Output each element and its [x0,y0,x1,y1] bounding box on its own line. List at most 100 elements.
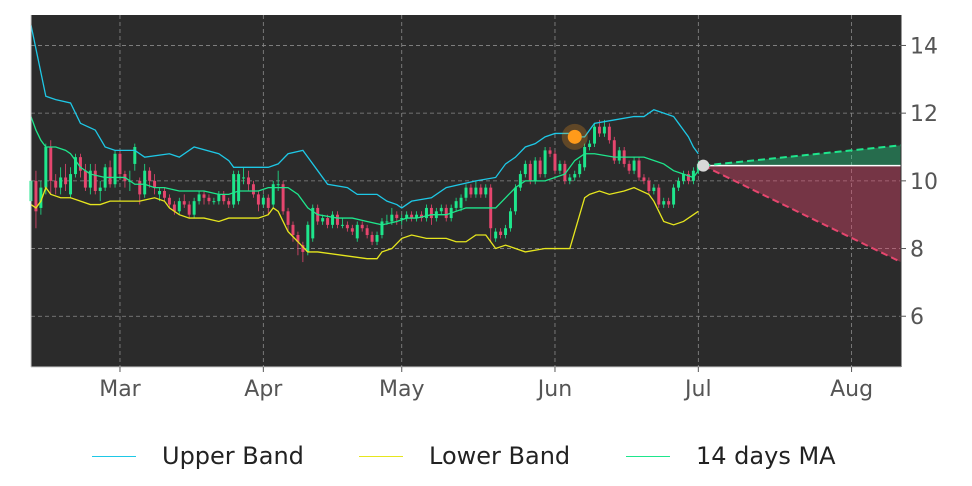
x-tick-label-apr: Apr [244,377,283,402]
candle-body-35 [202,194,206,198]
candle-body-8 [69,174,73,195]
y-tick-label-6: 6 [910,305,924,330]
legend-item-ma: 14 days MA [626,436,836,476]
candle-body-13 [93,170,97,191]
legend-label-ma: 14 days MA [696,442,836,470]
candle-body-41 [232,174,236,205]
candle-body-76 [405,214,409,219]
candle-body-119 [617,150,621,161]
candle-body-11 [83,170,87,188]
projection-down-line [702,164,902,263]
candle-body-84 [444,207,448,219]
candle-body-42 [237,174,241,202]
candle-body-129 [667,201,671,205]
candle-body-38 [217,194,221,202]
legend-item-upper-band: Upper Band [92,436,304,476]
candle-body-103 [538,160,542,175]
candle-body-55 [301,245,305,252]
candle-body-45 [251,184,255,195]
candle-body-101 [528,163,532,181]
candle-body-91 [479,187,483,195]
candle-body-44 [247,177,250,185]
candle-body-131 [677,180,681,188]
candle-body-4 [49,147,53,181]
candle-body-7 [64,177,68,185]
candle-body-31 [182,201,186,205]
y-tick-label-8: 8 [910,238,924,263]
candlesticks [29,119,700,263]
legend-label-lower-band: Lower Band [429,442,571,470]
candle-body-118 [612,140,616,161]
projection-area [702,144,902,263]
candle-body-56 [306,224,310,252]
candle-body-36 [207,197,211,202]
candle-body-14 [98,187,102,191]
candle-body-128 [662,201,666,205]
candle-body-94 [494,231,498,239]
candle-body-18 [118,153,122,175]
candle-body-134 [691,170,695,181]
x-tick-label-aug: Aug [830,377,873,402]
candle-body-73 [390,214,394,222]
x-tick-label-mar: Mar [99,377,141,402]
candle-body-23 [143,170,147,195]
candle-body-122 [632,160,636,171]
x-axis-ticks: Mar Apr May Jun Jul Aug [99,367,873,402]
candle-body-80 [424,207,428,219]
candle-body-108 [563,163,567,181]
x-tick-label-jul: Jul [683,377,712,402]
candle-body-30 [177,201,181,212]
candle-body-110 [573,174,577,178]
candle-body-71 [380,221,384,235]
candle-body-62 [335,214,339,225]
candle-body-75 [400,218,404,220]
legend-item-lower-band: Lower Band [359,436,570,476]
candle-body-98 [513,187,517,212]
candle-body-69 [370,235,374,242]
candle-body-37 [212,201,216,203]
legend-swatch-upper-band [92,455,136,457]
candle-body-113 [588,143,592,147]
candle-body-125 [647,180,651,191]
candle-body-57 [311,207,315,239]
candle-body-95 [499,231,503,235]
candle-body-28 [167,197,171,205]
candle-body-133 [686,174,690,181]
candle-body-90 [474,187,478,195]
candle-body-89 [469,187,473,195]
candle-body-52 [286,211,290,225]
candle-body-100 [523,163,527,175]
candle-body-2 [39,187,43,208]
candle-body-25 [153,180,157,188]
candle-body-47 [261,197,265,205]
candle-body-6 [59,177,63,188]
candle-body-132 [682,174,685,181]
legend: Upper Band Lower Band 14 days MA [0,436,972,476]
candle-body-48 [266,197,270,208]
candle-body-104 [543,150,547,175]
candle-body-117 [607,126,611,141]
candle-body-66 [355,224,359,239]
y-tick-label-10: 10 [910,170,938,195]
candle-body-88 [464,187,468,198]
candle-body-126 [652,187,656,191]
candle-body-21 [133,147,137,164]
upper-band-line [30,25,699,209]
candle-body-112 [583,147,587,168]
candle-body-3 [44,147,48,188]
candle-body-106 [553,153,557,171]
candle-body-43 [242,177,246,179]
candle-body-70 [375,235,379,242]
candle-body-29 [172,204,176,212]
candle-body-87 [459,197,463,208]
candle-body-105 [548,150,552,154]
candle-body-50 [276,184,280,186]
candle-body-127 [657,187,661,205]
candle-body-68 [365,228,369,235]
candle-body-39 [222,194,226,202]
candle-body-61 [331,214,335,225]
candle-body-16 [108,167,112,185]
band-lines [30,25,699,260]
candle-body-78 [415,214,419,219]
